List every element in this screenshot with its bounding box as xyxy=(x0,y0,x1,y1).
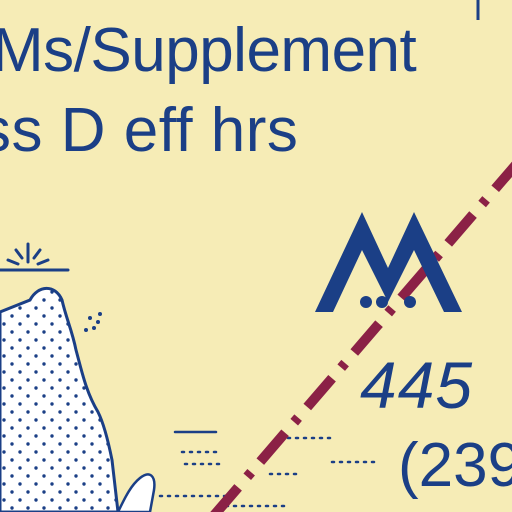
mountain-peak-icon xyxy=(315,212,462,312)
water-dots xyxy=(0,288,118,512)
elevation-label: 445 xyxy=(360,348,474,422)
light-beacon-icon xyxy=(0,242,70,272)
elevation-paren-label: (239 xyxy=(398,431,512,500)
shoal-marks xyxy=(84,312,102,332)
contour-dotted-lines xyxy=(158,430,382,508)
creek-inlet xyxy=(116,473,156,512)
chart-label-line2: ss D eff hrs xyxy=(0,96,299,165)
airway-line xyxy=(210,161,512,512)
chart-label-line1: Ms/Supplement xyxy=(0,16,417,85)
